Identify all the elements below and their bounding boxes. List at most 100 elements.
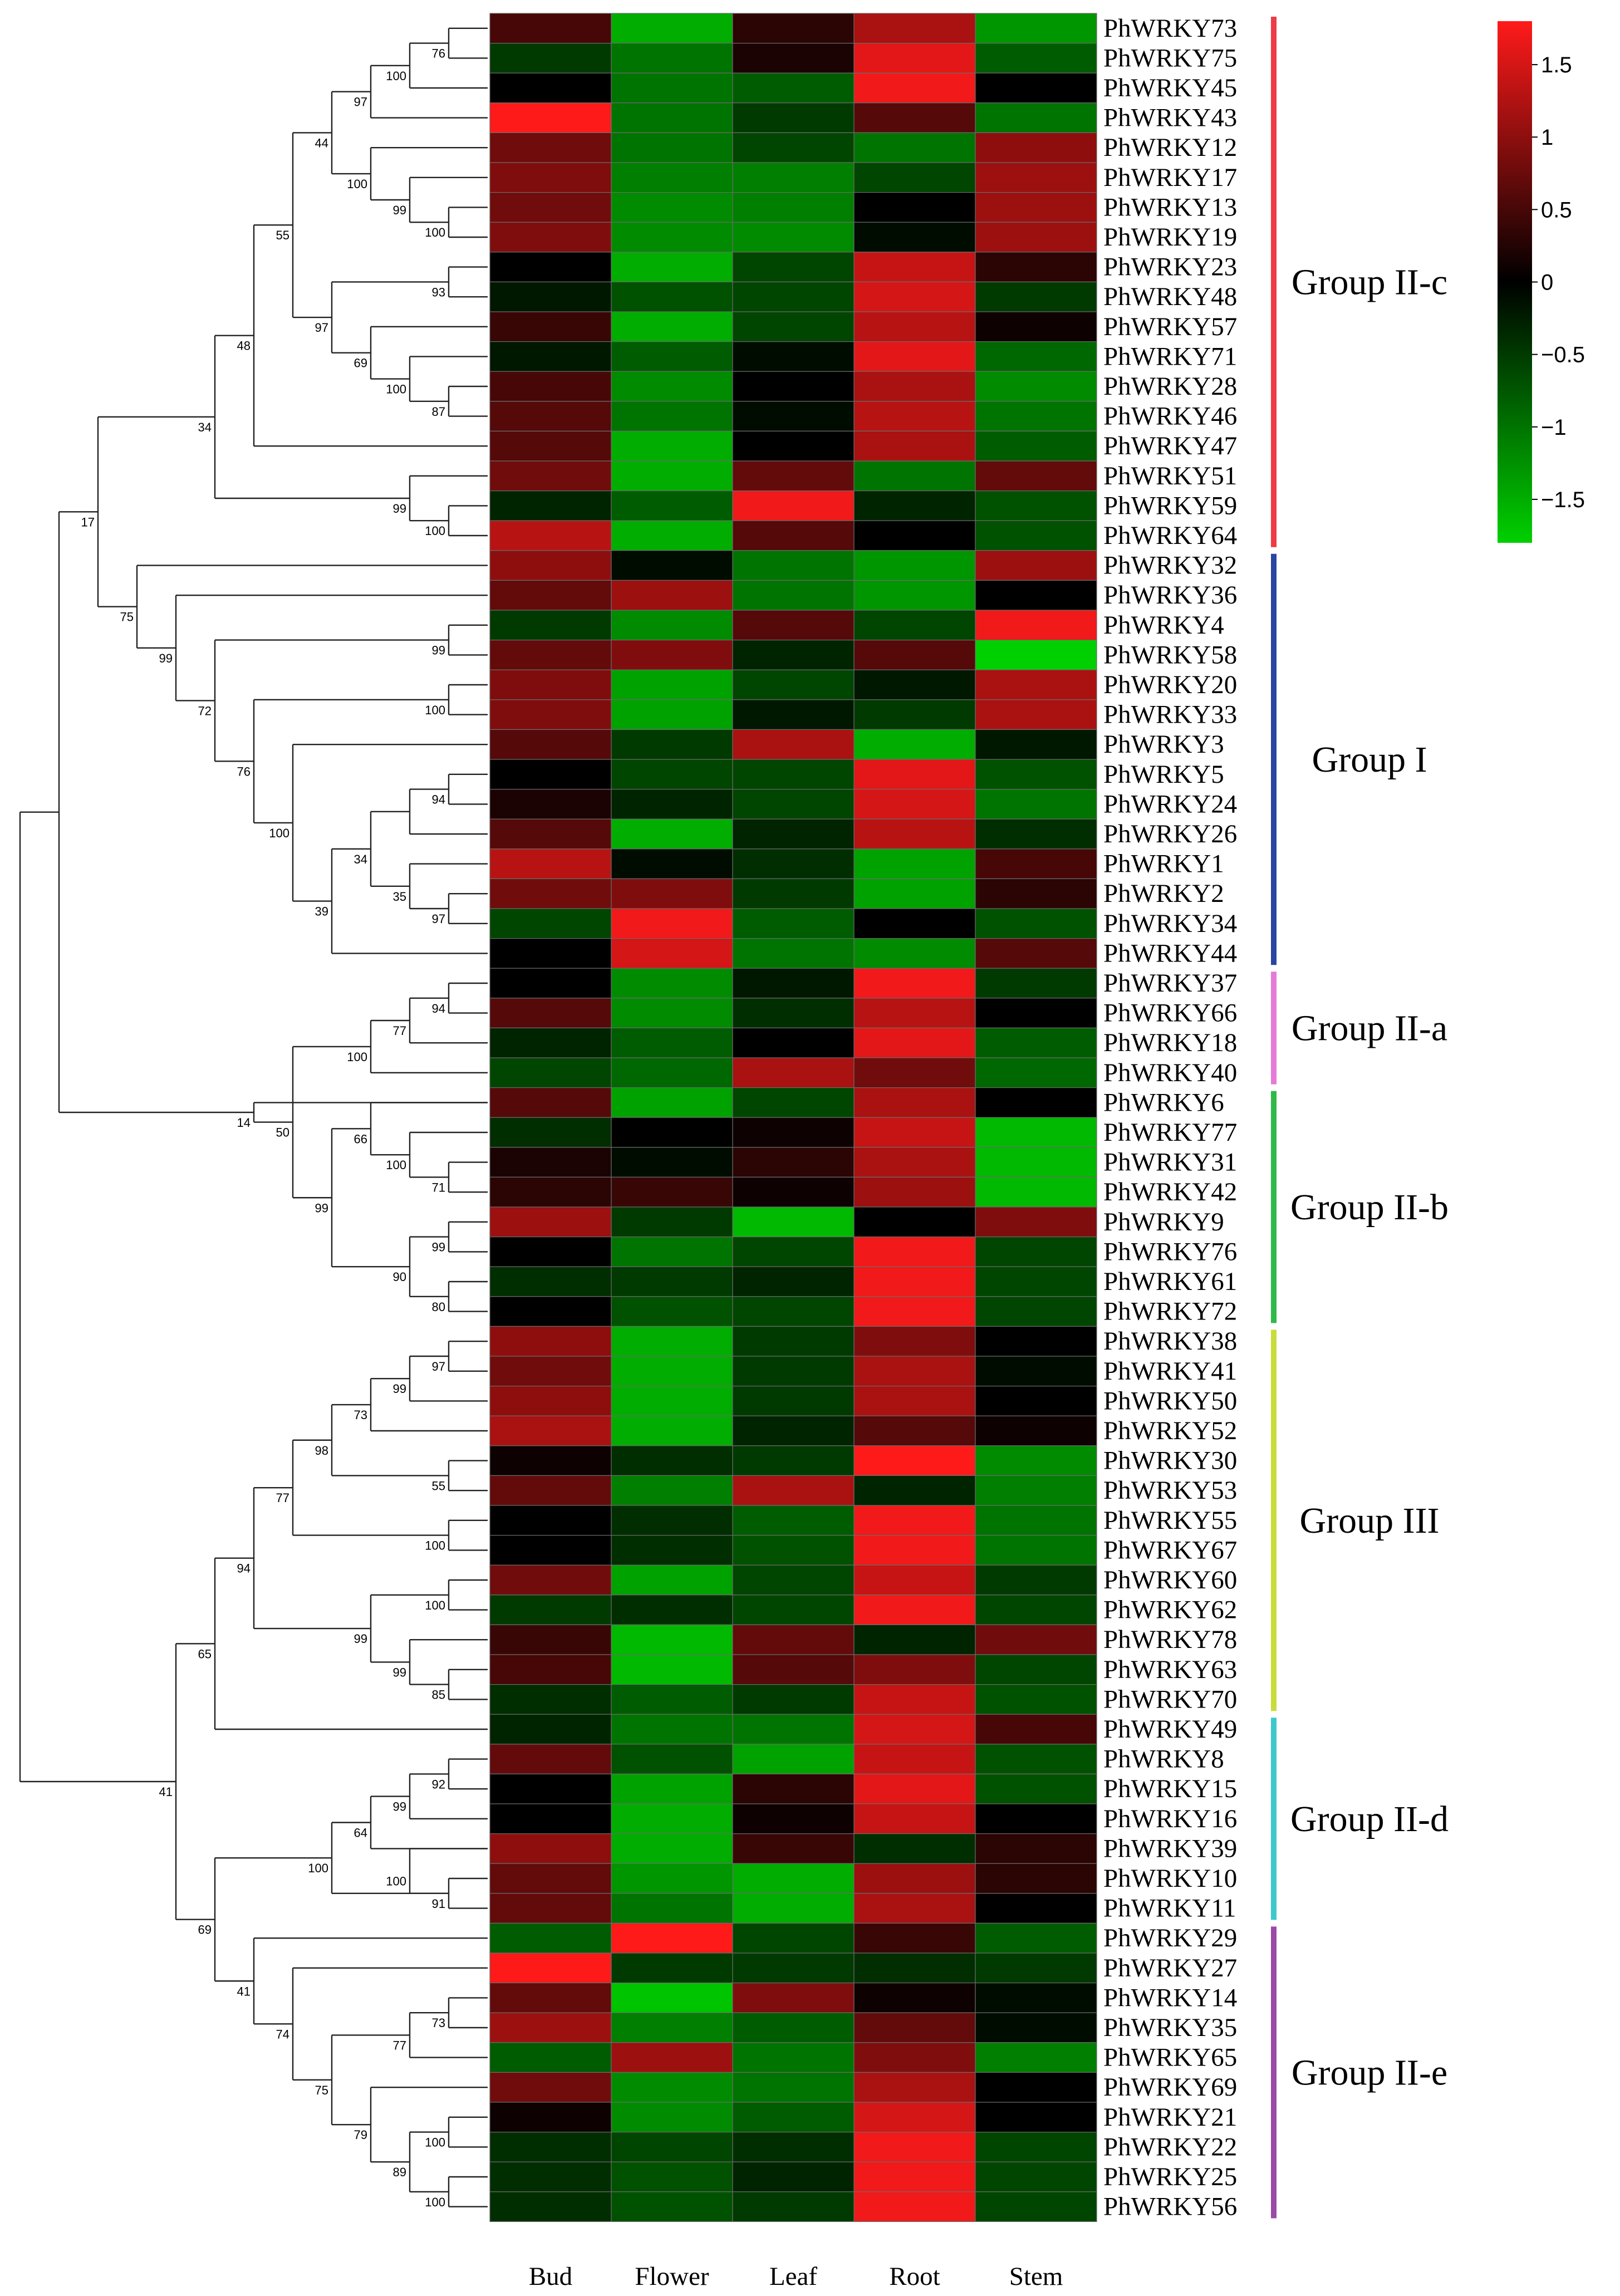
bootstrap-value: 79 (354, 2128, 367, 2142)
heatmap-cell (975, 1087, 1097, 1118)
heatmap-cell (732, 1624, 855, 1655)
heatmap-cell (611, 1803, 733, 1834)
column-label: Bud (529, 2262, 572, 2291)
heatmap-cell (975, 938, 1097, 969)
heatmap-cell (853, 1983, 976, 2013)
heatmap-cell (489, 222, 612, 253)
heatmap-cell (489, 1057, 612, 1088)
gene-label: PhWRKY35 (1103, 2013, 1237, 2042)
gene-label: PhWRKY73 (1103, 14, 1237, 43)
heatmap-cell (853, 610, 976, 641)
heatmap-cell (489, 192, 612, 223)
bootstrap-value: 99 (315, 1201, 328, 1215)
heatmap-cell (611, 1237, 733, 1267)
heatmap-cell (611, 1564, 733, 1596)
gene-label: PhWRKY55 (1103, 1506, 1237, 1535)
heatmap-cell (489, 430, 612, 462)
heatmap-cell (611, 1714, 733, 1745)
heatmap-cell (611, 669, 733, 700)
heatmap-cell (489, 371, 612, 402)
heatmap-cell (489, 998, 612, 1029)
bootstrap-value: 44 (315, 136, 328, 150)
heatmap-cell (853, 102, 976, 134)
heatmap-cell (853, 998, 976, 1029)
gene-label: PhWRKY22 (1103, 2132, 1237, 2161)
heatmap-cell (732, 1863, 855, 1894)
heatmap-cell (611, 13, 733, 44)
colorbar-gradient (1498, 21, 1532, 543)
heatmap-cell (611, 72, 733, 104)
heatmap-cell (732, 162, 855, 193)
heatmap-cell (489, 311, 612, 342)
heatmap-cell (853, 1744, 976, 1775)
heatmap-cell (853, 1952, 976, 1984)
heatmap-cell (732, 1237, 855, 1267)
heatmap-cell (489, 252, 612, 282)
heatmap-cell (732, 1087, 855, 1118)
bootstrap-value: 100 (347, 1050, 367, 1064)
heatmap-cell (853, 2161, 976, 2192)
bootstrap-value: 99 (393, 502, 406, 516)
heatmap-cell (489, 1535, 612, 1566)
heatmap-cell (975, 1714, 1097, 1745)
heatmap-cell (489, 1624, 612, 1655)
heatmap-cell (853, 192, 976, 223)
gene-label: PhWRKY44 (1103, 939, 1237, 968)
heatmap-cell (732, 311, 855, 342)
heatmap-cell (732, 1744, 855, 1775)
heatmap-cell (489, 1386, 612, 1416)
heatmap-cell (489, 1176, 612, 1208)
heatmap-cell (853, 1654, 976, 1685)
heatmap-cell (975, 1564, 1097, 1596)
heatmap-cell (975, 1535, 1097, 1566)
gene-label: PhWRKY47 (1103, 431, 1237, 460)
bootstrap-value: 41 (159, 1785, 173, 1799)
heatmap-cell (975, 580, 1097, 611)
bootstrap-value: 97 (432, 912, 445, 926)
heatmap-cell (853, 1176, 976, 1208)
heatmap-cell (489, 102, 612, 134)
gene-label: PhWRKY57 (1103, 312, 1237, 341)
heatmap-cell (975, 42, 1097, 73)
heatmap-cell (975, 1356, 1097, 1387)
heatmap-cell (611, 1087, 733, 1118)
heatmap-cell (853, 580, 976, 611)
heatmap-cell (611, 699, 733, 730)
heatmap-cell (732, 1475, 855, 1506)
heatmap-cell (853, 1237, 976, 1267)
heatmap-cell (732, 938, 855, 969)
heatmap-cell (732, 1386, 855, 1416)
heatmap-cell (732, 1057, 855, 1088)
heatmap-cell (489, 1027, 612, 1058)
heatmap-cell (732, 430, 855, 462)
bootstrap-value: 90 (393, 1270, 406, 1284)
heatmap-cell (489, 639, 612, 670)
heatmap-cell (853, 1266, 976, 1297)
gene-label: PhWRKY78 (1103, 1625, 1237, 1654)
heatmap-cell (853, 281, 976, 312)
heatmap-cell (611, 401, 733, 431)
heatmap-cell (975, 490, 1097, 521)
heatmap-cell (975, 1684, 1097, 1715)
bootstrap-value: 99 (393, 1665, 406, 1679)
heatmap-cell (489, 1117, 612, 1148)
gene-label: PhWRKY48 (1103, 282, 1237, 311)
heatmap-cell (975, 371, 1097, 402)
heatmap-cell (975, 878, 1097, 909)
heatmap-cell (853, 938, 976, 969)
heatmap-cell (853, 1773, 976, 1804)
heatmap-cell (975, 72, 1097, 104)
heatmap-cell (611, 908, 733, 939)
heatmap-cell (975, 102, 1097, 134)
heatmap-cell (853, 1893, 976, 1924)
heatmap-cell (489, 2161, 612, 2192)
heatmap-cell (732, 1266, 855, 1297)
gene-label: PhWRKY71 (1103, 342, 1237, 371)
gene-label: PhWRKY53 (1103, 1476, 1237, 1505)
heatmap-cell (489, 1773, 612, 1804)
heatmap-cell (611, 1415, 733, 1446)
gene-label: PhWRKY23 (1103, 253, 1237, 282)
gene-label: PhWRKY10 (1103, 1864, 1237, 1893)
heatmap-cell (489, 1356, 612, 1387)
